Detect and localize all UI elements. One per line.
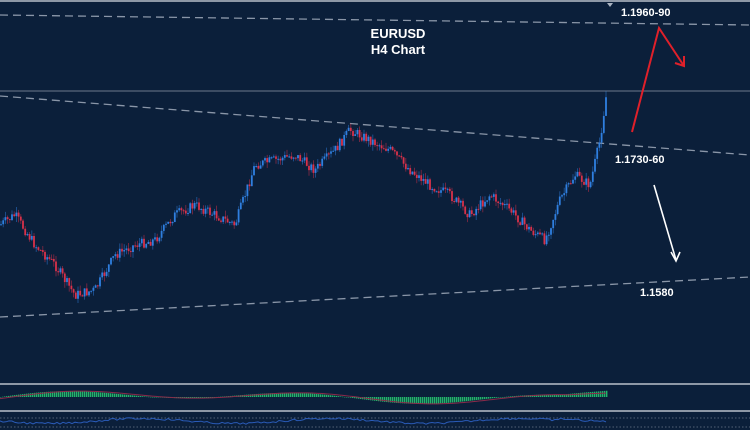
resistance-trendline-upper[interactable]	[0, 14, 750, 26]
macd-indicator-panel	[0, 390, 608, 405]
candlestick-series	[0, 91, 607, 303]
descending-trendline[interactable]	[0, 95, 750, 156]
level-label-1580: 1.1580	[640, 287, 674, 299]
panel-separator-2[interactable]	[0, 410, 750, 412]
panel-separator-1[interactable]	[0, 383, 750, 385]
chart-title-symbol: EURUSD	[371, 26, 426, 41]
top-border	[0, 0, 750, 2]
bearish-scenario-arrow-icon	[653, 184, 681, 263]
level-label-1960: 1.1960-90	[621, 7, 671, 19]
bullish-scenario-arrow-icon	[631, 25, 685, 133]
level-label-1730: 1.1730-60	[615, 154, 665, 166]
price-marker-icon	[607, 3, 613, 7]
chart-title-timeframe: H4 Chart	[371, 42, 426, 57]
support-trendline[interactable]	[0, 276, 750, 318]
oscillator-line	[0, 417, 607, 425]
